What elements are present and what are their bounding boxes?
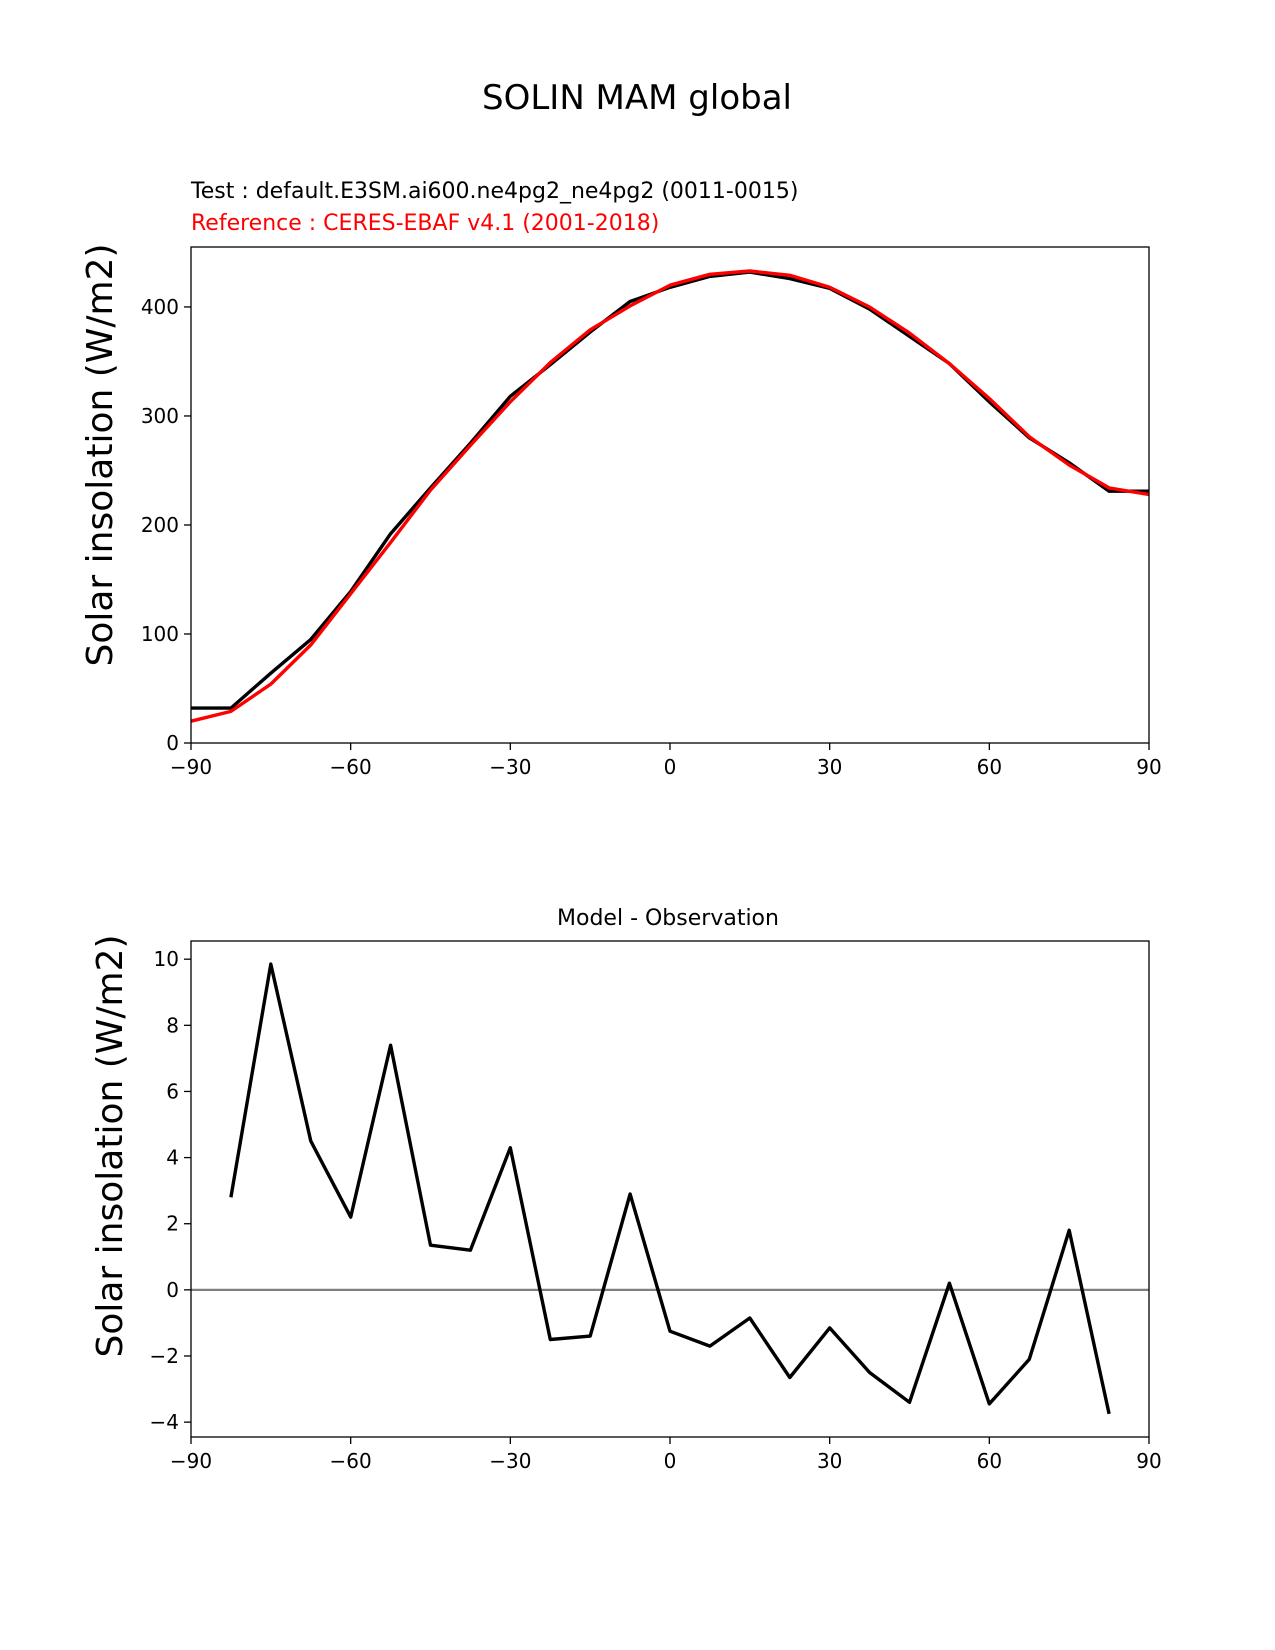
top-x-tick-label: 90	[1136, 755, 1161, 779]
top-plot-frame	[190, 246, 1150, 744]
bottom-ylabel: Solar insolation (W/m2)	[90, 934, 131, 1357]
top-x-tick-label: −30	[489, 755, 531, 779]
test-label: Test : default.E3SM.ai600.ne4pg2_ne4pg2 …	[190, 179, 798, 204]
top-y-tick-label: 200	[141, 513, 179, 537]
bottom-x-tick-label: 60	[977, 1449, 1002, 1473]
bottom-y-tick-label: 4	[166, 1146, 179, 1170]
top-x-tick-label: 60	[977, 755, 1002, 779]
top-x-tick-label: −90	[170, 755, 212, 779]
top-plot: Solar insolation (W/m2) −90 −60 −30 0 30 60 90…	[80, 243, 1162, 779]
bottom-x-tick-label: 30	[817, 1449, 842, 1473]
top-x-tick-label: 30	[817, 755, 842, 779]
bottom-y-tick-label: 6	[166, 1079, 179, 1103]
bottom-x-tick-label: −30	[489, 1449, 531, 1473]
top-y-tick-label: 300	[141, 404, 179, 428]
bottom-x-tick-label: −90	[170, 1449, 212, 1473]
bottom-y-tick-label: 10	[154, 947, 179, 971]
bottom-x-tick-label: −60	[330, 1449, 372, 1473]
top-y-tick-label: 100	[141, 622, 179, 646]
top-series-line-0	[191, 270, 1149, 710]
bottom-y-tick-label: −4	[150, 1410, 179, 1434]
bottom-y-tick-label: −2	[150, 1344, 179, 1368]
top-reference-series-line	[190, 269, 1150, 723]
top-ylabel: Solar insolation (W/m2)	[80, 243, 121, 666]
bottom-y-tick-label: 2	[166, 1212, 179, 1236]
figure-suptitle: SOLIN MAM global	[482, 78, 792, 118]
top-x-tick-label: 0	[664, 755, 677, 779]
top-y-tick-label: 400	[141, 295, 179, 319]
top-y-tick-label: 0	[166, 731, 179, 755]
bottom-x-tick-label: 0	[664, 1449, 677, 1473]
bottom-y-tick-label: 8	[166, 1013, 179, 1037]
bottom-plot: Solar insolation (W/m2) −90 −60 −30 0 30 60 90…	[90, 934, 1162, 1473]
reference-label: Reference : CERES-EBAF v4.1 (2001-2018)	[191, 211, 659, 236]
diff-title: Model - Observation	[557, 906, 779, 931]
bottom-series-line-0	[229, 962, 1111, 1415]
bottom-x-tick-label: 90	[1136, 1449, 1161, 1473]
top-x-tick-label: −60	[330, 755, 372, 779]
bottom-y-tick-label: 0	[166, 1278, 179, 1302]
